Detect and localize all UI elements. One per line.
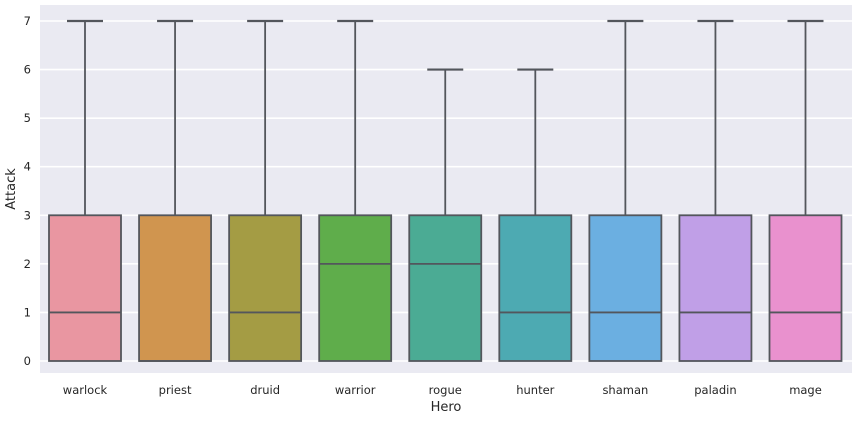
y-tick-label: 5: [24, 111, 31, 125]
y-tick-label: 2: [24, 257, 31, 271]
box-mage: [768, 19, 843, 362]
x-tick-label: paladin: [694, 383, 736, 397]
y-tick-label: 4: [24, 160, 31, 174]
y-tick-label: 0: [24, 354, 31, 368]
x-tick-label: mage: [789, 383, 822, 397]
y-tick-label: 3: [24, 208, 31, 222]
y-axis-label: Attack: [4, 168, 19, 210]
box-warlock: [48, 19, 122, 362]
box-druid: [228, 19, 303, 362]
box-rect: [408, 214, 483, 362]
box-rect: [498, 214, 573, 362]
box-shaman: [588, 19, 663, 362]
x-tick-label: warlock: [63, 383, 108, 397]
box-rect: [138, 214, 212, 362]
x-tick-label: druid: [250, 383, 280, 397]
box-rect: [768, 214, 843, 362]
box-rect: [318, 214, 393, 362]
y-tick-labels: 0 1 2 3 4 5 6 7: [24, 14, 31, 368]
box-rect: [678, 214, 753, 362]
box-rect: [228, 214, 303, 362]
x-tick-labels: warlock priest druid warrior rogue hunter sham…: [63, 383, 822, 397]
y-tick-label: 6: [24, 63, 31, 77]
x-tick-label: rogue: [429, 383, 462, 397]
boxes-group: [48, 19, 843, 362]
x-tick-label: shaman: [602, 383, 648, 397]
box-priest: [138, 19, 212, 362]
box-hunter: [498, 68, 573, 362]
x-tick-label: hunter: [516, 383, 554, 397]
y-tick-label: 7: [24, 14, 31, 28]
x-tick-label: warrior: [335, 383, 376, 397]
y-tick-label: 1: [24, 305, 31, 319]
box-paladin: [678, 19, 753, 362]
x-axis-label: Hero: [431, 400, 462, 415]
box-rogue: [408, 68, 483, 362]
x-tick-label: priest: [159, 383, 192, 397]
box-rect: [588, 214, 663, 362]
box-rect: [48, 214, 122, 362]
box-warrior: [318, 19, 393, 362]
